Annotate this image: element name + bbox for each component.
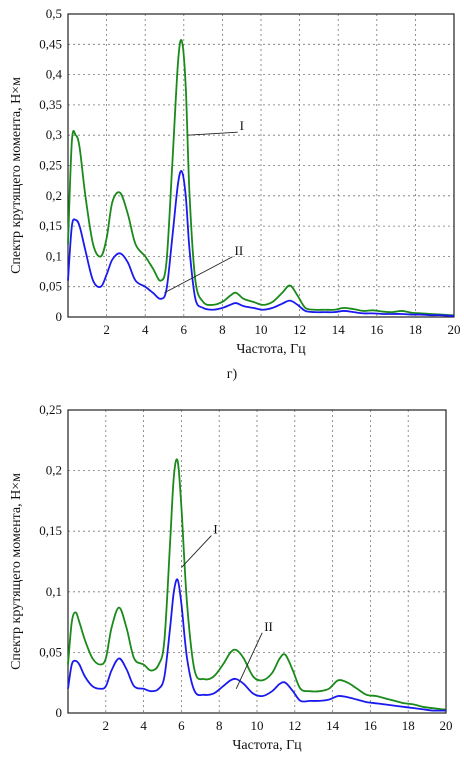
x-tick-label: 18 <box>402 718 415 733</box>
x-axis-label: Частота, Гц <box>232 738 302 753</box>
x-tick-label: 18 <box>409 322 422 337</box>
annotation-label: II <box>235 243 244 258</box>
x-tick-label: 6 <box>178 718 185 733</box>
x-tick-label: 4 <box>140 718 147 733</box>
y-tick-label: 0 <box>56 705 63 720</box>
y-tick-label: 0,5 <box>46 6 62 21</box>
annotation-leader <box>164 256 233 294</box>
annotation-label: I <box>240 118 244 133</box>
x-tick-label: 10 <box>251 718 264 733</box>
series-line-II <box>67 170 455 317</box>
series-line-I <box>67 458 447 711</box>
y-tick-label: 0,15 <box>39 218 62 233</box>
y-tick-label: 0,2 <box>46 463 62 478</box>
y-tick-label: 0,05 <box>39 279 62 294</box>
chart-bottom: 2 4 6 8 10 12 14 16 18 20 0 0,05 0,1 0,15 0,2 0,25 Часто… <box>9 402 453 753</box>
y-tick-label: 0,15 <box>39 523 62 538</box>
y-tick-label: 0,35 <box>39 97 62 112</box>
x-tick-label: 4 <box>142 322 149 337</box>
chart-top: 2 4 6 8 10 12 14 16 18 20 0 0,05 0,1 0,15 0,2 0,25 0,3 0,… <box>9 6 461 357</box>
annotation-leader <box>235 632 263 689</box>
x-tick-label: 16 <box>370 322 384 337</box>
y-tick-label: 0,05 <box>39 644 62 659</box>
x-axis-label: Частота, Гц <box>236 342 306 357</box>
y-tick-label: 0,1 <box>46 248 62 263</box>
x-tick-label: 14 <box>326 718 340 733</box>
series-line-I <box>67 39 455 317</box>
annotation-leader <box>187 131 238 136</box>
y-tick-label: 0,2 <box>46 188 62 203</box>
y-tick-label: 0,1 <box>46 584 62 599</box>
annotation-leader <box>181 535 212 568</box>
y-tick-label: 0 <box>56 309 63 324</box>
series-line-II <box>67 578 446 712</box>
subfigure-caption: г) <box>227 367 238 382</box>
y-tick-label: 0,4 <box>46 67 63 82</box>
y-tick-label: 0,25 <box>39 158 62 173</box>
y-axis-label: Спектр крутящего момента, Н×м <box>9 473 24 670</box>
y-tick-label: 0,3 <box>46 127 62 142</box>
x-tick-label: 8 <box>219 322 226 337</box>
x-tick-label: 2 <box>103 718 110 733</box>
x-tick-label: 8 <box>216 718 223 733</box>
x-tick-label: 20 <box>440 718 453 733</box>
x-tick-label: 2 <box>103 322 110 337</box>
x-tick-label: 10 <box>255 322 268 337</box>
annotation-label: II <box>264 619 273 634</box>
x-tick-label: 6 <box>181 322 188 337</box>
y-axis-label: Спектр крутящего момента, Н×м <box>9 77 24 274</box>
x-tick-label: 14 <box>332 322 346 337</box>
annotation-label: I <box>213 522 217 537</box>
y-tick-label: 0,25 <box>39 402 62 417</box>
x-tick-label: 12 <box>293 322 306 337</box>
y-tick-label: 0,45 <box>39 36 62 51</box>
plot-frame <box>67 13 455 318</box>
x-tick-label: 12 <box>288 718 301 733</box>
x-tick-label: 16 <box>364 718 378 733</box>
x-tick-label: 20 <box>448 322 461 337</box>
plot-frame <box>67 409 447 714</box>
